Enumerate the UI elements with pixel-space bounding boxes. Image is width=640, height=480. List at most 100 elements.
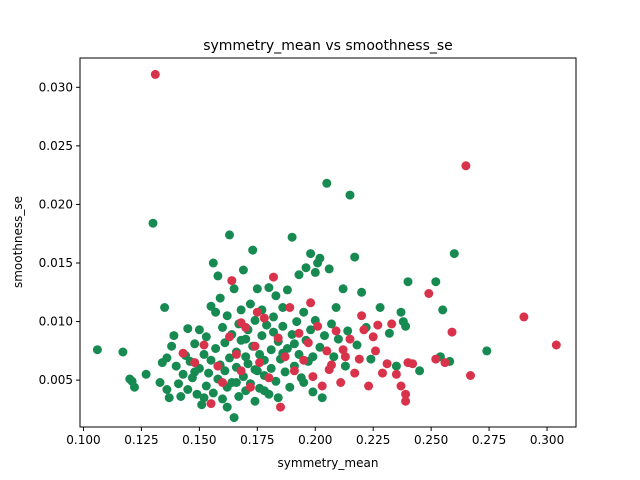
data-point-series-1	[287, 330, 297, 339]
data-point-series-1	[343, 326, 353, 336]
data-point-series-1	[438, 305, 448, 315]
plot-frame	[79, 57, 577, 428]
y-tick-label: 0.030	[39, 80, 73, 94]
data-point-series-1	[164, 393, 174, 403]
data-point-series-2	[447, 327, 457, 337]
data-point-series-1	[292, 317, 302, 327]
data-point-series-2	[250, 341, 260, 351]
data-point-series-1	[482, 346, 492, 356]
data-point-series-2	[255, 358, 265, 368]
data-point-series-2	[331, 326, 341, 336]
data-point-series-1	[357, 287, 367, 297]
data-point-series-2	[357, 311, 367, 321]
data-point-series-1	[213, 271, 223, 281]
data-point-series-2	[245, 382, 255, 392]
data-point-series-2	[218, 378, 227, 387]
y-tick-label: 0.005	[39, 373, 73, 387]
y-tick-label: 0.015	[39, 256, 73, 270]
data-point-series-2	[231, 349, 241, 359]
data-point-series-2	[368, 332, 378, 342]
data-point-series-2	[150, 69, 160, 79]
data-point-series-2	[259, 313, 269, 323]
data-point-series-1	[162, 385, 172, 394]
data-point-series-1	[222, 402, 232, 412]
data-point-series-1	[225, 230, 234, 240]
data-point-series-2	[345, 334, 355, 344]
y-axis-title: smoothness_se	[11, 196, 25, 288]
data-point-series-1	[308, 352, 318, 362]
data-point-series-1	[285, 382, 295, 392]
data-point-series-1	[269, 312, 278, 322]
data-point-series-2	[359, 325, 369, 335]
data-point-series-2	[289, 366, 299, 376]
data-point-series-1	[236, 305, 246, 315]
data-point-series-1	[211, 344, 221, 353]
data-point-series-2	[338, 345, 348, 355]
data-point-series-2	[350, 368, 360, 378]
data-point-series-2	[264, 373, 274, 383]
data-point-series-1	[331, 303, 341, 312]
x-tick-label: 0.175	[240, 433, 274, 447]
data-point-series-2	[178, 348, 188, 358]
data-point-series-1	[183, 324, 193, 334]
data-point-series-1	[271, 376, 281, 386]
data-point-series-1	[218, 394, 227, 404]
data-point-series-1	[174, 379, 183, 389]
x-tick-label: 0.225	[356, 433, 390, 447]
data-point-series-1	[266, 363, 276, 373]
data-point-series-1	[282, 285, 292, 295]
data-point-series-2	[273, 333, 283, 343]
data-point-series-2	[313, 321, 323, 331]
data-point-series-2	[408, 359, 418, 369]
x-axis: 0.100 0.125 0.150 0.175 0.200 0.225 0.250 0.275…	[66, 427, 564, 447]
data-point-series-1	[171, 361, 181, 371]
data-point-series-2	[324, 365, 334, 375]
data-point-series-1	[352, 340, 362, 350]
data-point-series-1	[245, 299, 255, 309]
data-point-series-1	[160, 303, 170, 312]
data-point-series-1	[155, 378, 165, 387]
x-tick-label: 0.100	[66, 433, 100, 447]
data-point-series-2	[466, 371, 475, 380]
data-point-series-1	[225, 353, 234, 363]
x-tick-label: 0.300	[530, 433, 564, 447]
data-point-series-1	[333, 334, 343, 344]
data-point-series-1	[190, 367, 200, 377]
data-point-series-2	[322, 346, 332, 356]
data-point-series-1	[218, 322, 227, 332]
data-point-series-1	[338, 284, 348, 294]
data-point-series-1	[324, 264, 334, 274]
data-point-series-2	[294, 328, 304, 338]
data-point-series-1	[317, 393, 327, 403]
data-point-series-2	[373, 320, 383, 330]
data-point-series-1	[199, 393, 209, 403]
data-point-series-1	[167, 341, 177, 351]
data-point-series-1	[148, 218, 158, 228]
data-point-series-1	[208, 388, 218, 398]
data-point-series-2	[252, 307, 262, 317]
data-point-series-2	[225, 332, 234, 342]
y-tick-label: 0.010	[39, 315, 73, 329]
data-point-series-1	[415, 366, 425, 376]
data-point-series-1	[183, 385, 193, 394]
data-point-series-2	[317, 381, 327, 391]
data-point-series-1	[252, 284, 262, 294]
data-point-series-1	[92, 345, 102, 355]
data-point-series-2	[424, 289, 434, 298]
data-point-series-1	[391, 361, 401, 371]
data-point-series-1	[449, 249, 459, 259]
data-point-series-2	[354, 354, 364, 364]
data-point-series-1	[201, 332, 211, 342]
data-point-series-1	[278, 303, 288, 312]
data-point-series-2	[299, 355, 309, 365]
data-point-series-1	[273, 393, 283, 403]
data-point-series-2	[336, 378, 346, 387]
data-point-series-1	[176, 392, 186, 401]
data-point-series-1	[431, 277, 441, 287]
data-point-series-1	[130, 382, 139, 392]
x-tick-label: 0.150	[182, 433, 216, 447]
data-point-series-2	[190, 358, 200, 368]
data-point-series-1	[169, 331, 179, 341]
data-point-series-2	[306, 298, 316, 308]
